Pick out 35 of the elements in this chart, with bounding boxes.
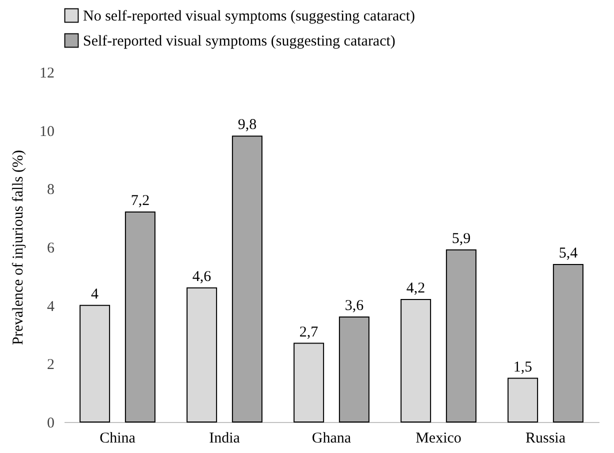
y-tick-label: 12: [40, 66, 54, 82]
y-tick-label: 8: [47, 182, 54, 198]
data-label: 1,5: [513, 359, 532, 376]
bar: [552, 264, 584, 422]
data-label: 7,2: [130, 193, 150, 209]
y-tick-label: 10: [40, 124, 54, 140]
bar: [338, 316, 370, 422]
x-tick-label: Russia: [525, 430, 566, 446]
x-tick-label: Ghana: [312, 430, 352, 446]
data-label: 4: [91, 286, 100, 302]
x-tick-label: Mexico: [416, 430, 462, 446]
bar: [294, 342, 324, 422]
bar: [508, 378, 538, 422]
legend-label: No self-reported visual symptoms (suggesting cataract): [83, 8, 415, 24]
x-tick-label: China: [100, 430, 136, 446]
x-tick-label: India: [209, 430, 240, 446]
data-label: 9,8: [238, 117, 257, 134]
bar: [80, 304, 110, 422]
bar: [186, 287, 218, 422]
y-tick-label: 4: [47, 298, 55, 315]
data-label: 4,6: [192, 268, 212, 285]
y-tick-label: 2: [47, 357, 54, 374]
data-label: 2,7: [299, 324, 319, 340]
data-label: 5,9: [452, 230, 471, 247]
y-tick-label: 6: [47, 240, 55, 256]
bar: [124, 212, 156, 422]
y-axis-title: Prevalence of injurious falls (%): [10, 150, 26, 345]
bar: [232, 136, 262, 422]
data-label: 5,4: [558, 246, 578, 262]
legend-label: Self-reported visual symptoms (suggesting cataract): [83, 34, 396, 50]
data-label: 3,6: [344, 298, 364, 314]
bar: [446, 249, 476, 422]
data-label: 4,2: [406, 280, 426, 296]
bar: [400, 299, 432, 422]
y-tick-label: 0: [47, 416, 54, 432]
